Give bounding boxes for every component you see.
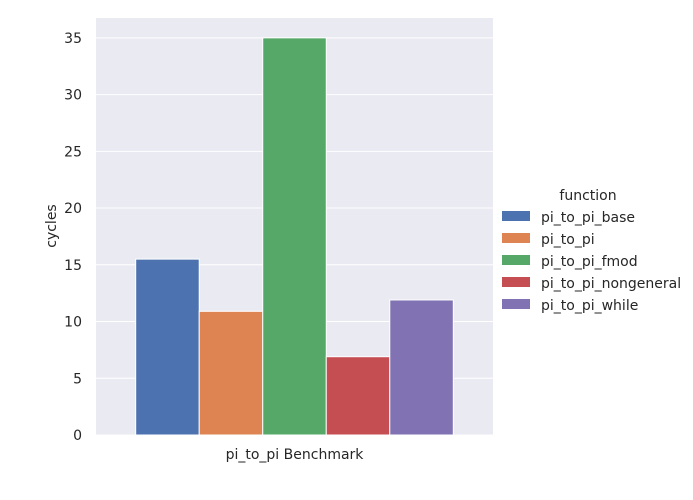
y-tick-label: 0 — [73, 428, 82, 444]
bar-pi_to_pi_while — [389, 299, 454, 436]
y-axis-label: cycles — [44, 204, 60, 247]
bars-group — [135, 37, 454, 436]
legend: pi_to_pi_base pi_to_pi pi_to_pi_fmod pi_to_… — [502, 210, 681, 314]
legend-swatch-pi_to_pi_fmod — [502, 255, 530, 265]
y-tick-label: 25 — [64, 144, 82, 160]
legend-swatch-pi_to_pi_nongeneral — [502, 277, 530, 287]
x-tick-label: pi_to_pi Benchmark — [226, 447, 365, 463]
bar-pi_to_pi_nongeneral — [325, 356, 391, 436]
y-tick-label: 35 — [64, 31, 82, 47]
x-axis-ticks: pi_to_pi Benchmark — [226, 447, 365, 463]
legend-label-pi_to_pi_base: pi_to_pi_base — [541, 210, 635, 226]
legend-label-pi_to_pi_fmod: pi_to_pi_fmod — [541, 254, 638, 270]
legend-swatch-pi_to_pi_base — [502, 211, 530, 221]
legend-title: function — [559, 188, 616, 204]
y-tick-label: 10 — [64, 315, 82, 331]
y-tick-label: 15 — [64, 258, 82, 274]
bar-pi_to_pi — [198, 310, 264, 436]
legend-label-pi_to_pi_nongeneral: pi_to_pi_nongeneral — [541, 276, 681, 292]
y-tick-label: 5 — [73, 371, 82, 387]
y-axis-ticks: 0 5 10 15 20 25 30 35 — [64, 31, 82, 444]
legend-swatch-pi_to_pi — [502, 233, 530, 243]
bar-pi_to_pi_fmod — [262, 37, 327, 436]
legend-label-pi_to_pi: pi_to_pi — [541, 232, 595, 248]
legend-label-pi_to_pi_while: pi_to_pi_while — [541, 298, 638, 314]
y-tick-label: 30 — [64, 88, 82, 104]
legend-swatch-pi_to_pi_while — [502, 299, 530, 309]
bar-pi_to_pi_base — [135, 258, 200, 436]
y-tick-label: 20 — [64, 201, 82, 217]
